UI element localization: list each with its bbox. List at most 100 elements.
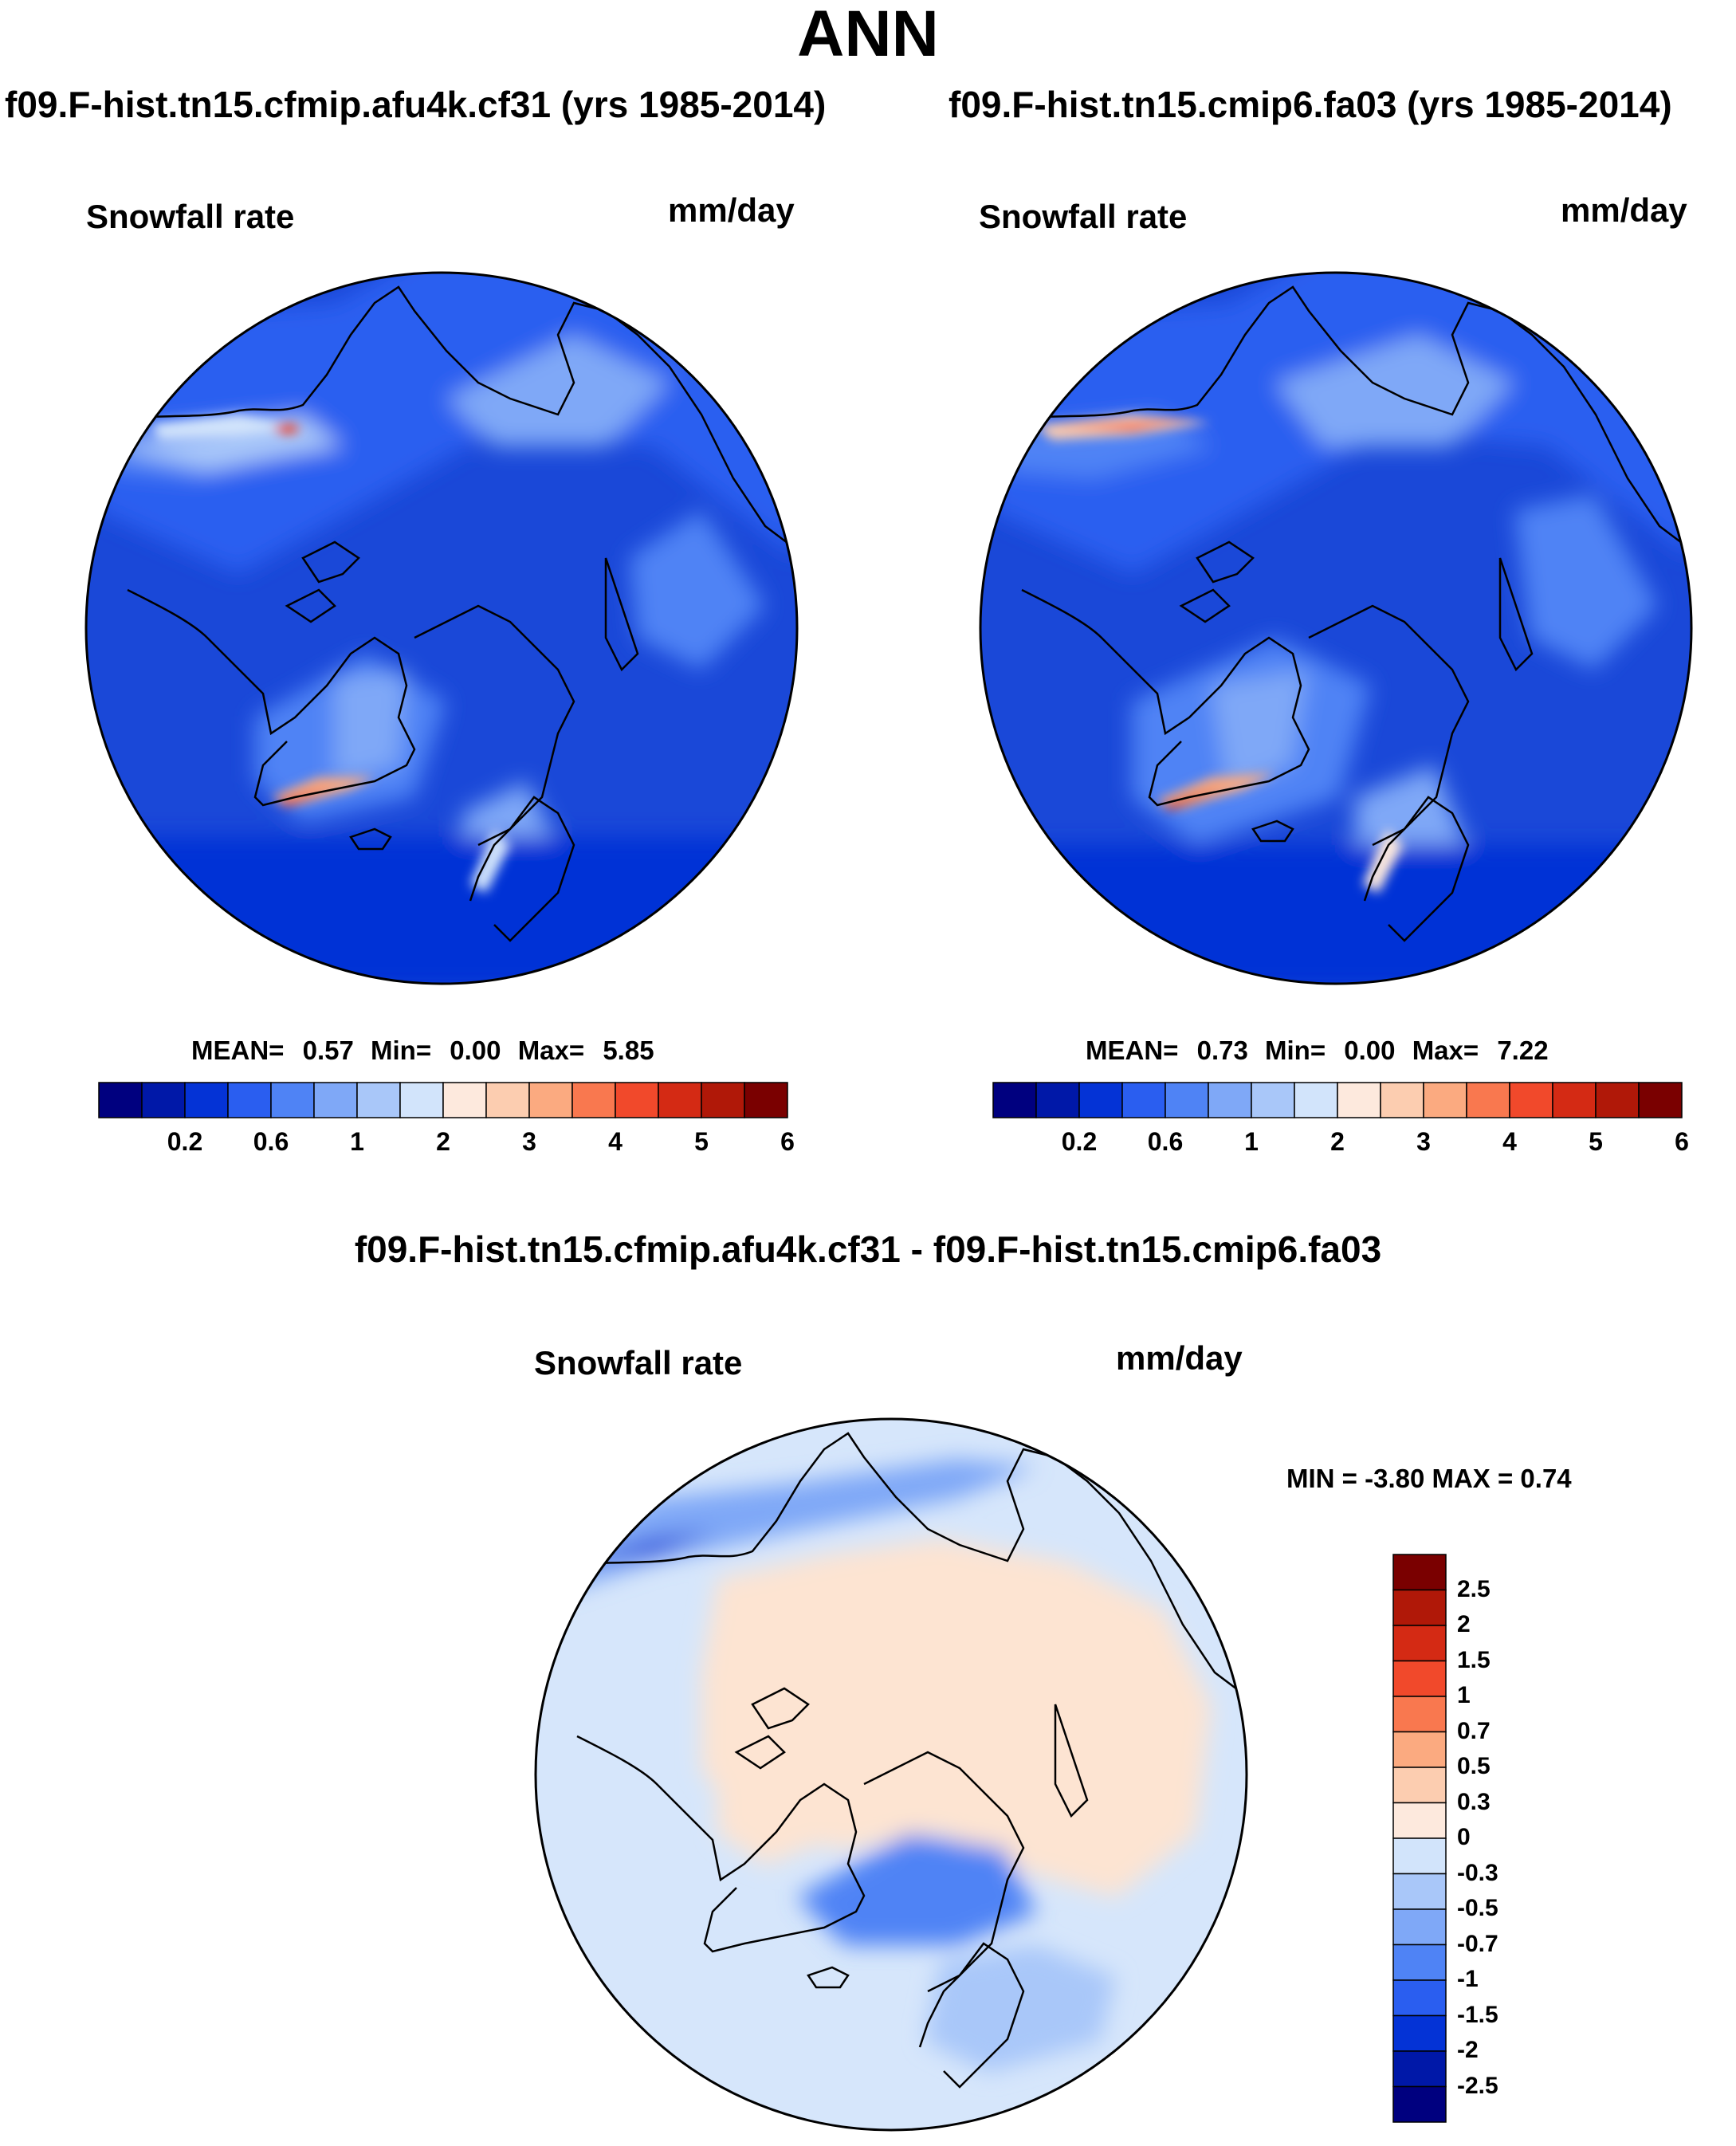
diff-colorbar-tick-label: 2 <box>1457 1611 1471 1637</box>
left-map-band-greenland-inner <box>335 670 407 781</box>
diff-map-coastlines <box>568 1432 1247 2089</box>
right-min-value: 0.00 <box>1344 1036 1396 1065</box>
diff-polar-map <box>536 1419 1247 2130</box>
diff-colorbar-tick-label: 0.7 <box>1457 1717 1491 1744</box>
diff-map-border <box>534 1417 1248 2132</box>
left-mean-label: MEAN= <box>191 1036 285 1065</box>
diff-panel-title: f09.F-hist.tn15.cfmip.afu4k.cf31 - f09.F… <box>354 1228 1382 1270</box>
left-min-label: Min= <box>371 1036 432 1065</box>
left-colorbar-box <box>313 1082 358 1118</box>
diff-colorbar-box <box>1392 1944 1447 1981</box>
left-colorbar-box <box>399 1082 444 1118</box>
left-panel-units-label: mm/day <box>668 191 795 229</box>
left-max-label: Max= <box>517 1036 585 1065</box>
left-colorbar-box <box>528 1082 573 1118</box>
diff-map-negative-atlantic <box>797 1834 1036 1945</box>
right-panel-units-label: mm/day <box>1561 191 1687 229</box>
left-colorbar <box>98 1082 788 1118</box>
diff-colorbar-tick-label: -2.5 <box>1457 2072 1498 2099</box>
right-panel-variable-label: Snowfall rate <box>979 198 1188 235</box>
right-colorbar-tick-label: 0.6 <box>1147 1127 1184 1156</box>
left-colorbar-tick-label: 2 <box>436 1127 450 1156</box>
right-colorbar-tick-label: 3 <box>1416 1127 1431 1156</box>
diff-colorbar-box <box>1392 1660 1447 1697</box>
right-min-label: Min= <box>1265 1036 1326 1065</box>
left-colorbar-box <box>270 1082 315 1118</box>
diff-colorbar-box <box>1392 1767 1447 1804</box>
right-map-coastlines <box>1013 285 1691 942</box>
diff-colorbar-box <box>1392 1554 1447 1591</box>
right-polar-map <box>980 273 1691 984</box>
left-map-norway-high <box>470 829 510 893</box>
left-colorbar-box <box>356 1082 401 1118</box>
diff-colorbar-tick-label: 0.5 <box>1457 1753 1491 1779</box>
diff-colorbar-tick-label: -0.3 <box>1457 1859 1498 1886</box>
right-map-band-alaska <box>1275 335 1514 446</box>
left-colorbar-box <box>485 1082 530 1118</box>
right-colorbar-tick-label: 4 <box>1502 1127 1517 1156</box>
diff-map-negative-europe <box>925 1945 1116 2073</box>
left-colorbar-tick-label: 4 <box>608 1127 623 1156</box>
left-map-siberia-highlight <box>151 415 303 440</box>
left-min-value: 0.00 <box>450 1036 501 1065</box>
left-panel-case-title: f09.F-hist.tn15.cfmip.afu4k.cf31 (yrs 19… <box>5 84 827 125</box>
right-mean-value: 0.73 <box>1196 1036 1248 1065</box>
right-map-band-canada <box>1514 494 1658 670</box>
right-colorbar-box <box>1380 1082 1424 1118</box>
right-colorbar-box <box>1552 1082 1597 1118</box>
right-colorbar-tick-label: 2 <box>1330 1127 1345 1156</box>
diff-colorbar-box <box>1392 1589 1447 1626</box>
left-colorbar-box <box>701 1082 745 1118</box>
left-mean-value: 0.57 <box>302 1036 354 1065</box>
right-colorbar-tick-label: 6 <box>1675 1127 1689 1156</box>
right-colorbar-box <box>1466 1082 1510 1118</box>
right-colorbar-box <box>1638 1082 1683 1118</box>
right-stats: MEAN= 0.73 Min= 0.00 Max= 7.22 <box>1086 1036 1549 1066</box>
right-max-value: 7.22 <box>1497 1036 1549 1065</box>
right-map-band-south <box>980 845 1691 984</box>
diff-panel-units-label: mm/day <box>1116 1339 1243 1377</box>
diff-colorbar-tick-label: -1 <box>1457 1966 1479 1992</box>
left-colorbar-box <box>615 1082 659 1118</box>
left-map-band-south <box>86 837 797 984</box>
left-colorbar-box <box>744 1082 788 1118</box>
diff-colorbar-box <box>1392 1837 1447 1875</box>
left-map-coastlines <box>119 285 797 942</box>
diff-colorbar-box <box>1392 1873 1447 1910</box>
left-map-border <box>84 271 799 985</box>
diff-map-negative-siberia <box>542 1459 1036 1594</box>
left-colorbar-box <box>227 1082 272 1118</box>
right-mean-label: MEAN= <box>1086 1036 1179 1065</box>
diff-colorbar-box <box>1392 2085 1447 2123</box>
left-colorbar-tick-label: 6 <box>780 1127 795 1156</box>
left-colorbar-tick-label: 0.2 <box>167 1127 203 1156</box>
right-colorbar-tick-label: 0.2 <box>1061 1127 1098 1156</box>
right-colorbar-box <box>1595 1082 1640 1118</box>
diff-colorbar-tick-label: 1.5 <box>1457 1646 1491 1673</box>
right-map-border <box>979 271 1693 985</box>
right-colorbar-tick-label: 1 <box>1244 1127 1259 1156</box>
left-colorbar-box <box>571 1082 616 1118</box>
right-max-label: Max= <box>1412 1036 1479 1065</box>
left-colorbar-box <box>184 1082 229 1118</box>
left-colorbar-tick-label: 0.6 <box>253 1127 289 1156</box>
right-colorbar-box <box>1251 1082 1295 1118</box>
left-colorbar-box <box>658 1082 702 1118</box>
right-colorbar-box <box>1423 1082 1467 1118</box>
diff-colorbar-box <box>1392 1625 1447 1662</box>
right-map-max-spot <box>1052 419 1196 430</box>
diff-colorbar-box <box>1392 1696 1447 1733</box>
right-colorbar-box <box>1208 1082 1252 1118</box>
right-colorbar-tick-label: 5 <box>1589 1127 1603 1156</box>
diff-map-positive-greenland <box>717 1722 861 1865</box>
diff-minmax-text: MIN = -3.80 MAX = 0.74 <box>1286 1464 1572 1493</box>
right-map-greenland-peak <box>1161 785 1227 810</box>
diff-colorbar-box <box>1392 1802 1447 1839</box>
left-map-greenland-peak <box>277 785 335 807</box>
right-colorbar-box <box>992 1082 1037 1118</box>
diff-colorbar <box>1392 1554 1447 2123</box>
right-map-band-greenland-inner <box>1212 670 1307 789</box>
diff-colorbar-tick-label: -0.7 <box>1457 1930 1498 1957</box>
left-map-max-spot <box>274 424 300 434</box>
